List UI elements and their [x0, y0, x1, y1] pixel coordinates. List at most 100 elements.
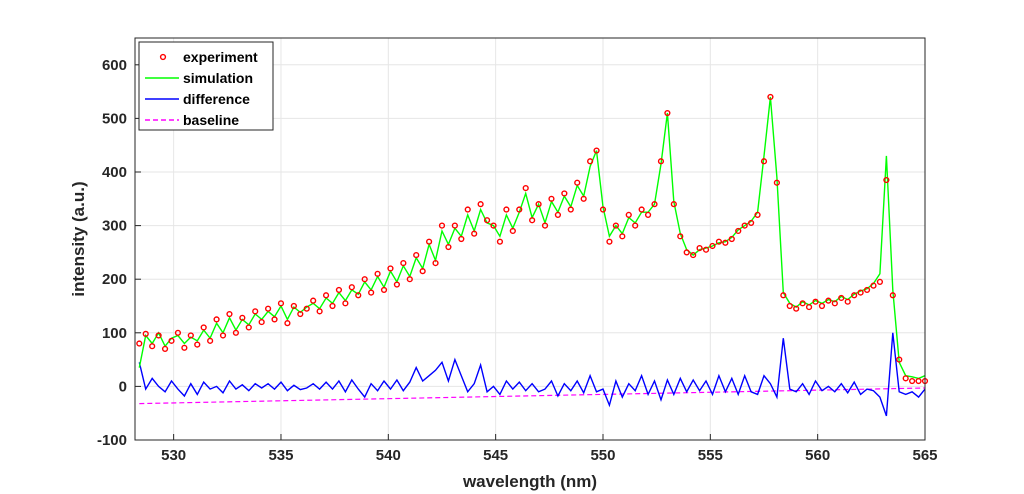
experiment-point [786, 302, 793, 310]
y-tick-label: 200 [102, 271, 127, 288]
experiment-point [258, 318, 265, 326]
y-tick-label: 500 [102, 110, 127, 127]
experiment-point [490, 222, 497, 229]
x-axis-label: wavelength (nm) [462, 472, 597, 491]
experiment-point [754, 211, 761, 218]
experiment-point [380, 286, 388, 294]
experiment-point [393, 281, 401, 288]
experiment-point [387, 265, 394, 272]
y-tick-label: 600 [102, 57, 127, 74]
x-tick-label: 550 [590, 447, 615, 464]
series-experiment [136, 93, 929, 385]
experiment-point [548, 195, 555, 202]
experiment-point [870, 282, 877, 289]
experiment-point [638, 206, 645, 213]
experiment-point [690, 251, 697, 259]
experiment-point [271, 316, 278, 323]
experiment-point [322, 292, 330, 299]
experiment-point [748, 219, 755, 227]
experiment-point [277, 300, 285, 307]
experiment-point [844, 298, 851, 305]
experiment-point [252, 308, 259, 315]
experiment-point [432, 260, 439, 267]
experiment-point [496, 238, 504, 245]
experiment-point [155, 332, 162, 339]
experiment-point [374, 270, 381, 277]
experiment-point [773, 179, 780, 186]
experiment-point [200, 324, 207, 331]
experiment-point [735, 227, 742, 235]
experiment-point [522, 184, 529, 192]
experiment-point [226, 310, 233, 318]
experiment-point [554, 211, 562, 218]
experiment-point [722, 239, 729, 246]
experiment-point [400, 260, 407, 267]
experiment-point [264, 305, 272, 312]
experiment-point [593, 147, 600, 154]
experiment-point [883, 176, 890, 184]
experiment-point [303, 305, 310, 312]
legend: experiment simulation difference baseline [138, 41, 274, 131]
experiment-point [355, 292, 362, 299]
y-tick-label: 0 [119, 378, 127, 395]
axes-box [134, 37, 926, 441]
experiment-point [625, 211, 632, 218]
experiment-point [541, 222, 549, 229]
experiment-point [419, 268, 426, 275]
experiment-point [136, 340, 143, 347]
experiment-point [561, 190, 568, 197]
experiment-point [149, 343, 156, 350]
experiment-point [812, 298, 819, 305]
experiment-point [915, 377, 922, 385]
experiment-point [219, 332, 227, 339]
experiment-point [606, 238, 613, 245]
experiment-point [574, 179, 581, 186]
experiment-point [239, 314, 246, 321]
experiment-point [213, 316, 220, 323]
experiment-point [535, 201, 542, 208]
experiment-point [477, 201, 484, 208]
experiment-point [284, 320, 291, 327]
experiment-point [290, 302, 297, 310]
legend-box [138, 41, 274, 131]
experiment-point [529, 217, 536, 224]
experiment-point [909, 377, 916, 385]
experiment-point [677, 233, 684, 240]
y-axis-label: intensity (a.u.) [69, 181, 88, 296]
experiment-point [825, 297, 832, 304]
experiment-point [876, 278, 884, 285]
legend-label-difference: difference [183, 91, 250, 107]
experiment-point [187, 332, 194, 339]
experiment-point [683, 249, 690, 256]
experiment-point [831, 300, 838, 307]
x-tick-label: 530 [161, 447, 186, 464]
x-tick-label: 545 [483, 447, 508, 464]
experiment-point [451, 222, 458, 229]
legend-label-baseline: baseline [183, 112, 239, 128]
experiment-point [503, 206, 510, 213]
experiment-point [612, 222, 619, 229]
experiment-point [310, 297, 317, 304]
legend-swatch-experiment [159, 53, 167, 61]
experiment-point [805, 303, 813, 311]
experiment-point [406, 276, 413, 283]
experiment-point [632, 222, 639, 229]
experiment-point [342, 300, 349, 307]
experiment-point [889, 292, 896, 299]
experiment-point [857, 289, 864, 296]
experiment-point [793, 305, 800, 312]
experiment-point [780, 292, 787, 299]
experiment-point [651, 201, 658, 208]
experiment-point [316, 308, 323, 315]
experiment-point [644, 211, 652, 218]
experiment-point [483, 217, 491, 224]
experiment-point [702, 246, 710, 253]
experiment-point [174, 329, 182, 336]
experiment-point [464, 206, 471, 213]
experiment-point [896, 356, 903, 363]
legend-label-experiment: experiment [183, 49, 258, 65]
experiment-point [245, 324, 252, 331]
experiment-point [361, 276, 368, 283]
y-tick-label: 100 [102, 325, 127, 342]
